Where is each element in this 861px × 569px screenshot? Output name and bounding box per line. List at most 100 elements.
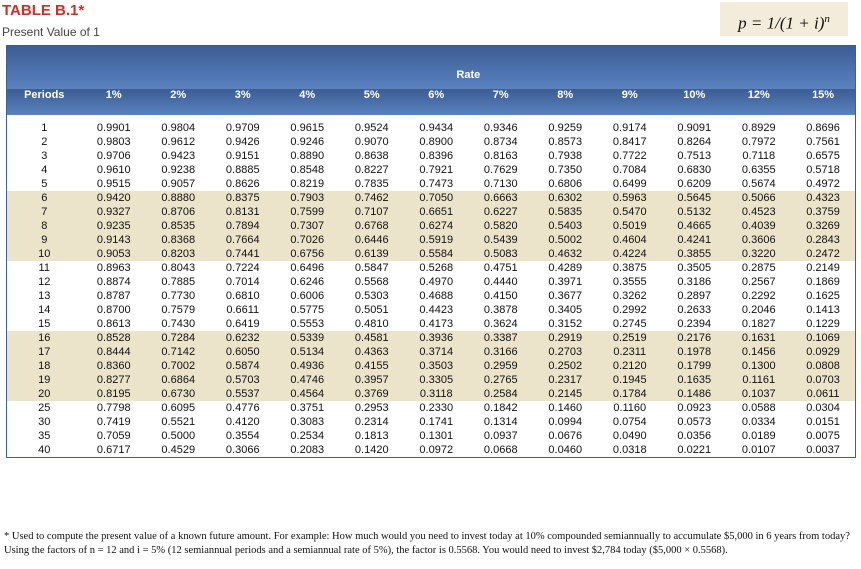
value-cell: 0.0107 — [741, 444, 776, 456]
value-cell: 0.6768 — [354, 220, 389, 232]
value-cell: 0.6227 — [483, 206, 518, 218]
value-cell: 0.4665 — [677, 220, 712, 232]
value-cell: 0.2992 — [612, 304, 647, 316]
column-header: 6% — [428, 89, 445, 101]
header-row: Rate — [6, 45, 856, 89]
value-cell: 0.2292 — [741, 290, 776, 302]
value-cell: 0.6209 — [677, 178, 712, 190]
value-cell: 0.7629 — [483, 164, 518, 176]
value-cell: 0.9238 — [161, 164, 196, 176]
period-cell: 17 — [38, 346, 51, 358]
value-cell: 0.2765 — [483, 374, 518, 386]
value-cell: 0.7002 — [161, 360, 196, 372]
value-cell: 0.2745 — [612, 318, 647, 330]
table-row: 19 0.8277 0.6864 0.5703 0.4746 0.3957 0.3305 0.… — [6, 373, 856, 387]
value-cell: 0.7118 — [742, 150, 776, 162]
column-header: 3% — [234, 89, 251, 101]
value-cell: 0.7885 — [161, 276, 196, 288]
value-cell: 0.8734 — [483, 136, 518, 148]
value-cell: 0.0929 — [806, 346, 840, 358]
period-cell: 13 — [38, 290, 51, 302]
value-cell: 0.3714 — [419, 346, 454, 358]
value-cell: 0.2314 — [354, 416, 389, 428]
value-cell: 0.3555 — [612, 276, 647, 288]
value-cell: 0.1037 — [741, 388, 776, 400]
value-cell: 0.6246 — [290, 276, 325, 288]
value-cell: 0.7107 — [354, 206, 389, 218]
value-cell: 0.0808 — [806, 360, 840, 372]
value-cell: 0.8880 — [161, 192, 196, 204]
value-cell: 0.1314 — [483, 416, 518, 428]
value-cell: 0.1625 — [806, 290, 840, 302]
value-cell: 0.3606 — [741, 234, 776, 246]
value-cell: 0.5835 — [548, 206, 583, 218]
period-cell: 18 — [38, 360, 51, 372]
value-cell: 0.3677 — [548, 290, 583, 302]
value-cell: 0.3855 — [677, 248, 712, 260]
value-cell: 0.8163 — [483, 150, 518, 162]
value-cell: 0.8277 — [96, 374, 131, 386]
value-cell: 0.0356 — [677, 430, 712, 442]
value-cell: 0.8227 — [354, 164, 389, 176]
value-cell: 0.0937 — [483, 430, 518, 442]
value-cell: 0.1160 — [613, 402, 647, 414]
value-cell: 0.2633 — [677, 304, 712, 316]
value-cell: 0.6864 — [161, 374, 196, 386]
value-cell: 0.1631 — [741, 332, 776, 344]
value-cell: 0.6302 — [548, 192, 583, 204]
value-cell: 0.8696 — [806, 122, 840, 134]
value-cell: 0.7938 — [548, 150, 583, 162]
column-header: 9% — [621, 89, 638, 101]
column-header: 12% — [747, 89, 770, 101]
value-cell: 0.5403 — [548, 220, 583, 232]
value-cell: 0.0075 — [806, 430, 840, 442]
value-cell: 0.5919 — [419, 234, 454, 246]
value-cell: 0.0037 — [806, 444, 840, 456]
value-cell: 0.3220 — [741, 248, 776, 260]
value-cell: 0.0676 — [548, 430, 583, 442]
value-cell: 0.8874 — [96, 276, 131, 288]
value-cell: 0.5051 — [354, 304, 389, 316]
value-cell: 0.5303 — [354, 290, 389, 302]
table-title: TABLE B.1* — [2, 2, 85, 19]
value-cell: 0.2584 — [483, 388, 518, 400]
value-cell: 0.2534 — [290, 430, 325, 442]
table-row: 20 0.8195 0.6730 0.5537 0.4564 0.3769 0.3118 0.… — [6, 387, 856, 401]
value-cell: 0.4970 — [419, 276, 454, 288]
value-cell: 0.9151 — [225, 150, 260, 162]
value-cell: 0.9612 — [161, 136, 196, 148]
column-header: Periods — [24, 89, 65, 101]
value-cell: 0.6499 — [612, 178, 647, 190]
value-cell: 0.7307 — [290, 220, 325, 232]
value-cell: 0.2176 — [677, 332, 712, 344]
period-cell: 14 — [38, 304, 51, 316]
value-cell: 0.3083 — [290, 416, 325, 428]
value-cell: 0.0189 — [741, 430, 776, 442]
period-cell: 15 — [38, 318, 51, 330]
value-cell: 0.7050 — [419, 192, 454, 204]
value-cell: 0.3387 — [483, 332, 518, 344]
value-cell: 0.7513 — [677, 150, 712, 162]
value-cell: 0.7026 — [290, 234, 325, 246]
value-cell: 0.6830 — [677, 164, 712, 176]
value-cell: 0.7462 — [354, 192, 389, 204]
value-cell: 0.4440 — [483, 276, 518, 288]
value-cell: 0.3957 — [354, 374, 389, 386]
value-cell: 0.7419 — [96, 416, 131, 428]
value-cell: 0.2145 — [548, 388, 583, 400]
value-cell: 0.8700 — [96, 304, 131, 316]
value-cell: 0.2120 — [612, 360, 647, 372]
value-cell: 0.6717 — [96, 444, 131, 456]
value-cell: 0.8638 — [354, 150, 389, 162]
value-cell: 0.9615 — [290, 122, 325, 134]
value-cell: 0.6232 — [225, 332, 260, 344]
column-header: 15% — [812, 89, 835, 101]
value-cell: 0.2149 — [806, 262, 840, 274]
period-cell: 25 — [38, 402, 51, 414]
value-cell: 0.4289 — [548, 262, 583, 274]
value-cell: 0.7664 — [225, 234, 260, 246]
value-cell: 0.9143 — [96, 234, 131, 246]
value-cell: 0.7722 — [612, 150, 647, 162]
value-cell: 0.0703 — [806, 374, 840, 386]
header-cell — [7, 45, 82, 89]
